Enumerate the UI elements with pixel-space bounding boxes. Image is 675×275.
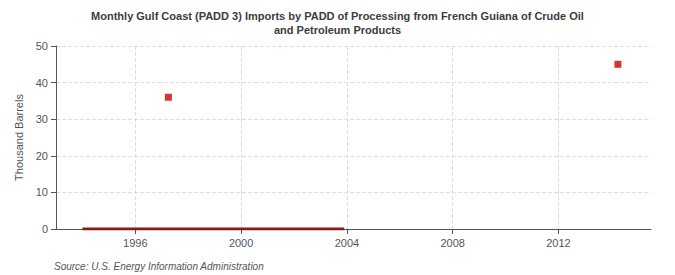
svg-text:Source: U.S. Energy Informatio: Source: U.S. Energy Information Administ… — [54, 261, 264, 272]
svg-text:2004: 2004 — [335, 237, 359, 249]
svg-text:2008: 2008 — [440, 237, 464, 249]
svg-text:Thousand Barrels: Thousand Barrels — [13, 94, 25, 181]
svg-text:10: 10 — [36, 186, 48, 198]
svg-text:20: 20 — [36, 150, 48, 162]
svg-text:0: 0 — [42, 223, 48, 235]
svg-text:Monthly Gulf Coast (PADD 3) Im: Monthly Gulf Coast (PADD 3) Imports by P… — [91, 10, 584, 22]
svg-text:50: 50 — [36, 40, 48, 52]
svg-text:2000: 2000 — [229, 237, 253, 249]
svg-text:40: 40 — [36, 77, 48, 89]
svg-text:1996: 1996 — [123, 237, 147, 249]
svg-text:30: 30 — [36, 113, 48, 125]
svg-text:and Petroleum Products: and Petroleum Products — [274, 24, 401, 36]
svg-text:2012: 2012 — [546, 237, 570, 249]
